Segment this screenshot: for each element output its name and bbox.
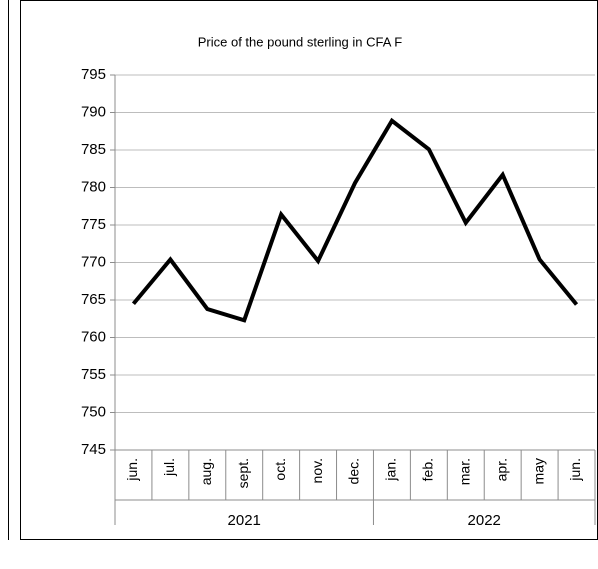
x-tick-label: nov. (309, 458, 325, 483)
data-line (131, 117, 579, 323)
x-tick-label: mar. (456, 458, 472, 485)
x-tick-label: jun. (124, 458, 140, 482)
x-tick-label: jun. (567, 458, 583, 482)
y-tick-label: 760 (81, 328, 106, 345)
x-tick-label: dec. (346, 458, 362, 484)
group-label: 2022 (468, 512, 501, 529)
x-tick-label: feb. (420, 458, 436, 481)
y-tick-label: 745 (81, 441, 106, 458)
y-tick-label: 775 (81, 216, 106, 233)
group-label: 2021 (228, 512, 261, 529)
y-tick-label: 795 (81, 66, 106, 83)
x-tick-label: apr. (493, 458, 509, 481)
y-tick-label: 785 (81, 141, 106, 158)
x-tick-label: aug. (198, 458, 214, 485)
y-tick-label: 780 (81, 178, 106, 195)
x-tick-label: jul. (161, 458, 177, 477)
chart-title: Price of the pound sterling in CFA F (198, 34, 403, 49)
y-tick-label: 755 (81, 366, 106, 383)
x-tick-label: oct. (272, 458, 288, 481)
x-tick-label: may (530, 458, 546, 484)
x-tick-label: jan. (383, 458, 399, 482)
x-tick-label: sept. (235, 458, 251, 488)
y-tick-label: 770 (81, 253, 106, 270)
y-tick-label: 765 (81, 291, 106, 308)
y-tick-label: 750 (81, 403, 106, 420)
y-tick-label: 790 (81, 103, 106, 120)
